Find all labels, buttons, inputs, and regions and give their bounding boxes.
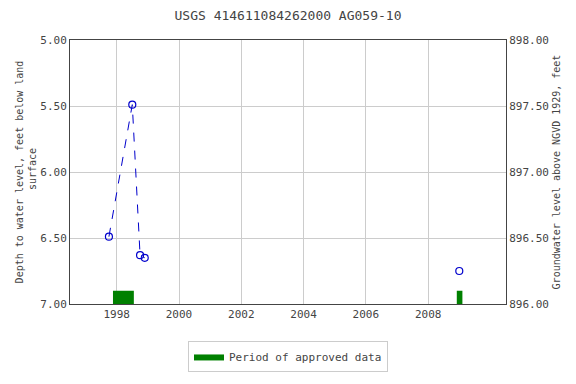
svg-text:6.00: 6.00 xyxy=(40,166,67,179)
svg-text:896.00: 896.00 xyxy=(509,298,549,311)
svg-text:2000: 2000 xyxy=(166,308,193,321)
svg-text:7.00: 7.00 xyxy=(40,298,67,311)
svg-text:896.50: 896.50 xyxy=(509,232,549,245)
svg-text:2004: 2004 xyxy=(290,308,317,321)
svg-text:897.50: 897.50 xyxy=(509,100,549,113)
svg-text:897.00: 897.00 xyxy=(509,166,549,179)
svg-text:Groundwater level above NGVD 1: Groundwater level above NGVD 1929, feet xyxy=(551,55,562,290)
svg-text:1998: 1998 xyxy=(103,308,129,321)
svg-text:898.00: 898.00 xyxy=(509,34,549,47)
svg-text:2006: 2006 xyxy=(353,308,380,321)
svg-text:6.50: 6.50 xyxy=(40,232,67,245)
svg-text:Depth to water level, feet bel: Depth to water level, feet below land su… xyxy=(14,61,38,284)
svg-text:5.50: 5.50 xyxy=(40,100,67,113)
svg-text:2002: 2002 xyxy=(228,308,255,321)
svg-text:USGS 414611084262000 AG059-10: USGS 414611084262000 AG059-10 xyxy=(175,8,402,23)
svg-text:Period of approved data: Period of approved data xyxy=(229,351,381,364)
svg-text:2008: 2008 xyxy=(415,308,442,321)
svg-text:5.00: 5.00 xyxy=(40,34,67,47)
